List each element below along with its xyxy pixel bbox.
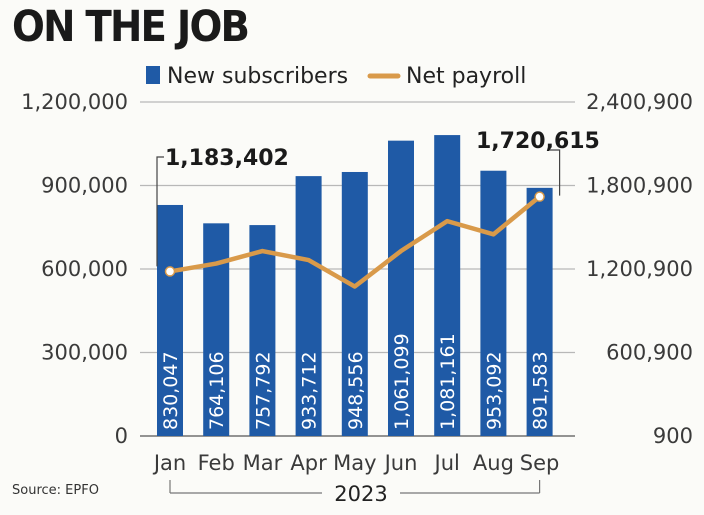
year-label: 2023 <box>334 482 387 506</box>
right-axis-tick-label: 900 <box>653 424 693 448</box>
bar-value-label: 1,061,099 <box>391 333 413 430</box>
bar-new-subscribers <box>341 171 368 437</box>
x-axis-category-label: Jul <box>433 451 460 475</box>
right-axis-tick-label: 1,200,900 <box>586 257 693 281</box>
line-net-payroll <box>167 194 542 289</box>
x-axis-category-label: Jan <box>152 451 186 475</box>
x-axis-category-label: May <box>333 451 376 475</box>
right-axis-tick-label: 1,800,900 <box>586 174 693 198</box>
annotation-leader-jan <box>156 156 164 267</box>
bar-new-subscribers <box>157 204 183 436</box>
legend-label-net-payroll: Net payroll <box>406 64 526 89</box>
bar-new-subscribers <box>434 135 461 437</box>
right-axis-tick-label: 2,400,900 <box>586 90 693 114</box>
left-axis-tick-label: 900,000 <box>41 174 128 198</box>
x-axis-category-label: Mar <box>243 451 283 475</box>
page-title: ON THE JOB <box>12 2 250 52</box>
annotation-value-jan: 1,183,402 <box>165 146 289 171</box>
bar-new-subscribers <box>388 140 414 437</box>
left-axis-tick-label: 600,000 <box>41 257 128 281</box>
x-axis-category-label: Feb <box>198 451 235 475</box>
bar-value-label: 891,583 <box>530 351 552 430</box>
bar-value-label: 933,712 <box>299 351 321 430</box>
bar-new-subscribers <box>480 170 507 437</box>
x-axis-category-label: Sep <box>520 451 560 475</box>
bar-value-label: 948,556 <box>345 351 367 430</box>
x-axis-category-label: Jun <box>383 451 418 475</box>
bar-new-subscribers <box>249 225 276 436</box>
bar-value-label: 953,092 <box>483 351 505 430</box>
left-axis-tick-label: 1,200,000 <box>21 90 128 114</box>
x-axis-category-label: Aug <box>473 451 514 475</box>
bar-new-subscribers <box>203 223 230 436</box>
left-axis-tick-label: 300,000 <box>41 341 128 365</box>
annotation-leader-sep <box>549 149 561 196</box>
bar-value-label: 757,792 <box>252 351 274 430</box>
line-endpoint-marker <box>534 191 545 202</box>
x-axis-category-label: Apr <box>290 451 327 475</box>
left-axis-tick-label: 0 <box>115 424 128 448</box>
annotation-value-sep: 1,720,615 <box>476 129 600 154</box>
source-note: Source: EPFO <box>12 483 99 498</box>
bar-value-label: 830,047 <box>160 351 182 430</box>
bar-new-subscribers <box>295 176 322 436</box>
legend-swatch-new-subscribers <box>146 66 160 84</box>
legend-label-new-subscribers: New subscribers <box>167 64 348 89</box>
right-axis-tick-label: 600,900 <box>606 341 693 365</box>
line-endpoint-marker <box>164 266 176 277</box>
bar-value-label: 1,081,161 <box>437 333 459 430</box>
bar-value-label: 764,106 <box>206 351 228 430</box>
bar-new-subscribers <box>526 187 553 436</box>
